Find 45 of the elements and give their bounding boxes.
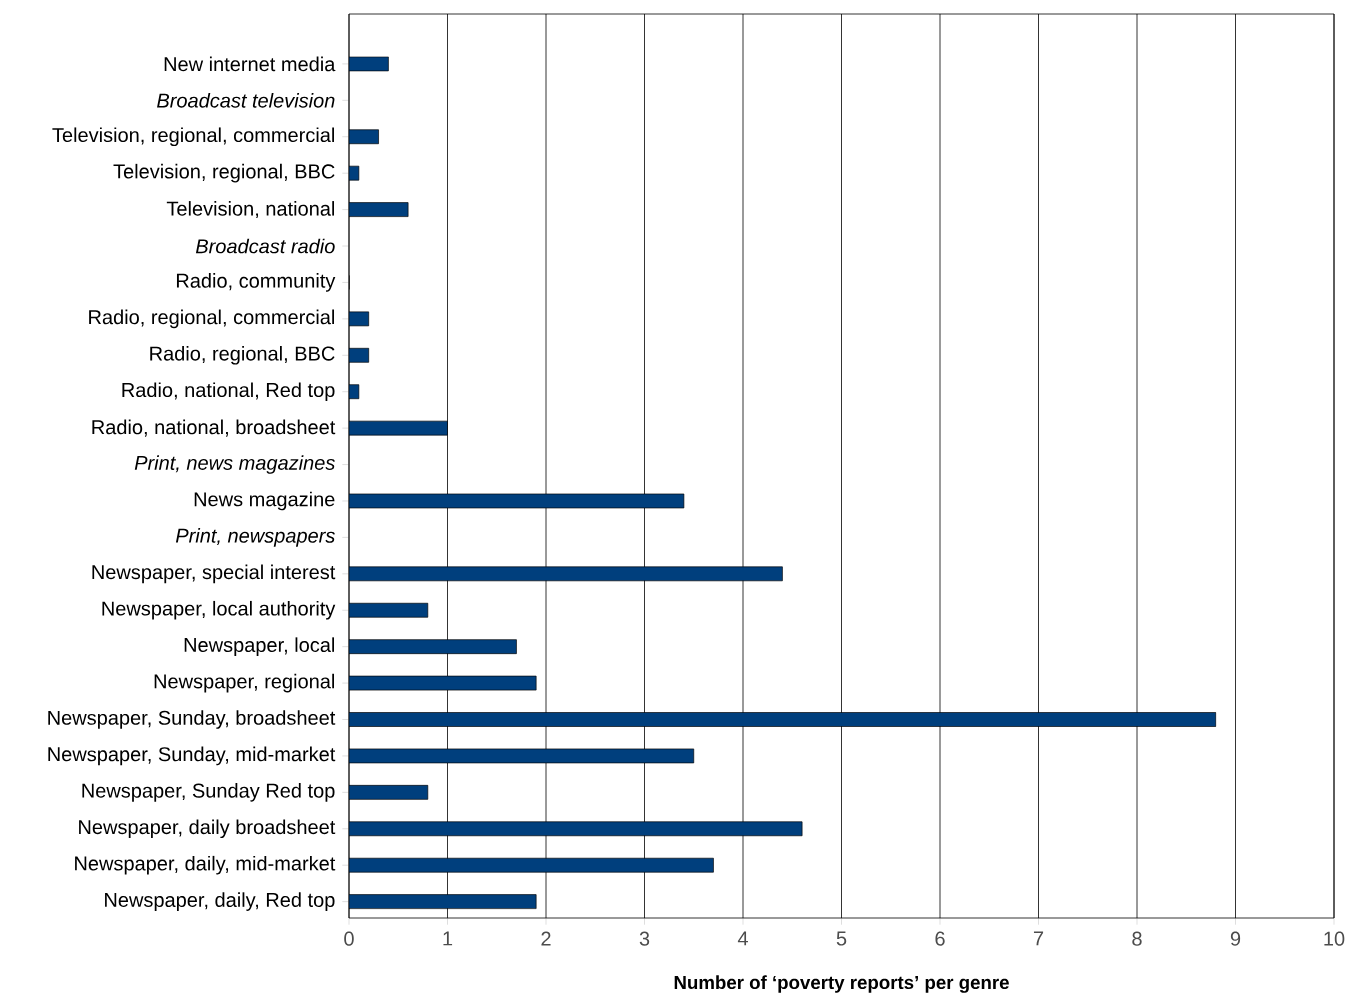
y-tick-label: Print, newspapers xyxy=(175,528,335,547)
bar xyxy=(349,202,409,217)
x-tick-label: 0 xyxy=(344,931,354,946)
bar xyxy=(349,602,429,618)
bar xyxy=(349,712,1217,727)
y-tick-label: Print, news magazines xyxy=(134,455,335,474)
x-tick-label: 3 xyxy=(639,931,650,946)
y-tick-label: Newspaper, Sunday Red top xyxy=(82,783,335,802)
bar xyxy=(349,821,803,837)
x-tick-label: 2 xyxy=(541,931,551,946)
y-tick-label: Radio, community xyxy=(176,273,336,292)
y-tick-label: Television, national xyxy=(166,201,335,219)
bar xyxy=(349,857,714,873)
x-tick-label: 9 xyxy=(1230,931,1241,946)
bar xyxy=(349,785,429,800)
y-tick-label: Newspaper, special interest xyxy=(92,564,336,584)
y-tick-label: Broadcast television xyxy=(157,92,335,108)
y-tick-label: Newspaper, Sunday, mid-market xyxy=(48,746,336,766)
y-tick-label: New internet media xyxy=(164,56,336,72)
y-tick-label: Newspaper, daily, mid-market xyxy=(75,855,336,875)
x-tick-label: 6 xyxy=(935,931,945,946)
x-tick-label: 10 xyxy=(1324,931,1345,946)
x-tick-label: 7 xyxy=(1033,931,1044,946)
y-tick-label: Broadcast radio xyxy=(195,238,335,254)
x-tick-label: 4 xyxy=(737,931,748,946)
x-axis-title: Number of ‘poverty reports’ per genre xyxy=(674,975,1009,993)
x-tick-label: 5 xyxy=(836,931,847,946)
x-tick-label: 1 xyxy=(443,931,453,946)
y-tick-label: Television, regional, commercial xyxy=(52,127,334,147)
y-tick-label: Television, regional, BBC xyxy=(113,163,335,183)
bar xyxy=(349,566,783,582)
y-tick-label: Radio, national, broadsheet xyxy=(92,419,336,437)
y-tick-label: Newspaper, local authority xyxy=(102,600,336,620)
bar xyxy=(349,639,517,654)
y-tick-label: Radio, regional, BBC xyxy=(150,345,335,365)
bar xyxy=(349,894,537,909)
y-tick-label: Radio, regional, commercial xyxy=(89,309,334,329)
y-tick-label: Newspaper, daily broadsheet xyxy=(79,819,336,839)
y-tick-label: Newspaper, Sunday, broadsheet xyxy=(48,710,336,729)
y-tick-label: Newspaper, regional xyxy=(154,673,334,693)
y-tick-label: Newspaper, daily, Red top xyxy=(105,892,335,911)
y-tick-label: Radio, national, Red top xyxy=(122,382,335,402)
x-tick-label: 8 xyxy=(1132,931,1142,946)
y-tick-label: Newspaper, local xyxy=(184,637,335,656)
y-tick-label: News magazine xyxy=(194,491,335,511)
